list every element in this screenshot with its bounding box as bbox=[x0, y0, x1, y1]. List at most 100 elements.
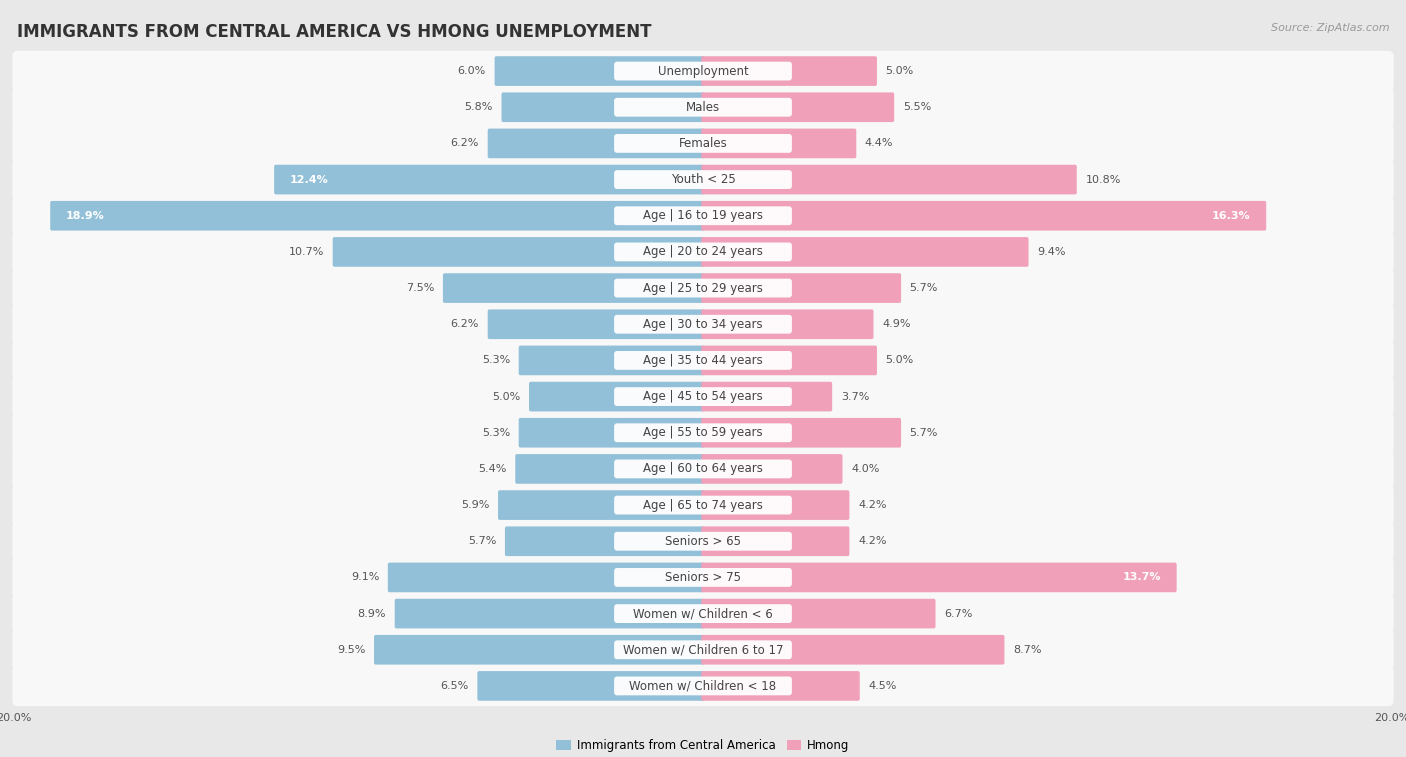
Text: 5.0%: 5.0% bbox=[886, 356, 914, 366]
FancyBboxPatch shape bbox=[13, 413, 1393, 453]
Text: Seniors > 75: Seniors > 75 bbox=[665, 571, 741, 584]
FancyBboxPatch shape bbox=[13, 195, 1393, 236]
FancyBboxPatch shape bbox=[702, 346, 877, 375]
Text: 20.0%: 20.0% bbox=[0, 714, 32, 724]
Text: 5.3%: 5.3% bbox=[482, 356, 510, 366]
Text: 20.0%: 20.0% bbox=[1374, 714, 1406, 724]
FancyBboxPatch shape bbox=[614, 98, 792, 117]
FancyBboxPatch shape bbox=[702, 526, 849, 556]
FancyBboxPatch shape bbox=[614, 496, 792, 515]
Text: 5.0%: 5.0% bbox=[492, 391, 520, 401]
FancyBboxPatch shape bbox=[498, 491, 704, 520]
FancyBboxPatch shape bbox=[13, 340, 1393, 381]
FancyBboxPatch shape bbox=[702, 382, 832, 411]
FancyBboxPatch shape bbox=[614, 242, 792, 261]
FancyBboxPatch shape bbox=[614, 351, 792, 370]
FancyBboxPatch shape bbox=[614, 61, 792, 80]
FancyBboxPatch shape bbox=[702, 635, 1004, 665]
FancyBboxPatch shape bbox=[614, 640, 792, 659]
FancyBboxPatch shape bbox=[13, 665, 1393, 706]
Text: Youth < 25: Youth < 25 bbox=[671, 173, 735, 186]
FancyBboxPatch shape bbox=[502, 92, 704, 122]
FancyBboxPatch shape bbox=[374, 635, 704, 665]
FancyBboxPatch shape bbox=[702, 491, 849, 520]
Text: Women w/ Children 6 to 17: Women w/ Children 6 to 17 bbox=[623, 643, 783, 656]
FancyBboxPatch shape bbox=[614, 568, 792, 587]
Text: 6.7%: 6.7% bbox=[945, 609, 973, 618]
Text: 5.8%: 5.8% bbox=[464, 102, 494, 112]
FancyBboxPatch shape bbox=[443, 273, 704, 303]
FancyBboxPatch shape bbox=[702, 599, 935, 628]
Legend: Immigrants from Central America, Hmong: Immigrants from Central America, Hmong bbox=[551, 734, 855, 757]
FancyBboxPatch shape bbox=[488, 310, 704, 339]
Text: IMMIGRANTS FROM CENTRAL AMERICA VS HMONG UNEMPLOYMENT: IMMIGRANTS FROM CENTRAL AMERICA VS HMONG… bbox=[17, 23, 651, 41]
FancyBboxPatch shape bbox=[13, 159, 1393, 200]
FancyBboxPatch shape bbox=[702, 92, 894, 122]
FancyBboxPatch shape bbox=[13, 557, 1393, 598]
Text: 7.5%: 7.5% bbox=[406, 283, 434, 293]
Text: 3.7%: 3.7% bbox=[841, 391, 869, 401]
FancyBboxPatch shape bbox=[614, 279, 792, 298]
Text: 9.4%: 9.4% bbox=[1038, 247, 1066, 257]
Text: 5.0%: 5.0% bbox=[886, 66, 914, 76]
FancyBboxPatch shape bbox=[388, 562, 704, 592]
FancyBboxPatch shape bbox=[702, 273, 901, 303]
Text: Source: ZipAtlas.com: Source: ZipAtlas.com bbox=[1271, 23, 1389, 33]
Text: 8.7%: 8.7% bbox=[1012, 645, 1042, 655]
FancyBboxPatch shape bbox=[51, 201, 704, 231]
Text: 5.7%: 5.7% bbox=[468, 536, 496, 547]
FancyBboxPatch shape bbox=[614, 134, 792, 153]
Text: 9.5%: 9.5% bbox=[337, 645, 366, 655]
Text: 10.7%: 10.7% bbox=[288, 247, 323, 257]
FancyBboxPatch shape bbox=[13, 593, 1393, 634]
FancyBboxPatch shape bbox=[13, 484, 1393, 525]
FancyBboxPatch shape bbox=[614, 170, 792, 189]
FancyBboxPatch shape bbox=[702, 129, 856, 158]
Text: Age | 35 to 44 years: Age | 35 to 44 years bbox=[643, 354, 763, 367]
FancyBboxPatch shape bbox=[13, 304, 1393, 344]
FancyBboxPatch shape bbox=[13, 123, 1393, 164]
Text: Males: Males bbox=[686, 101, 720, 114]
FancyBboxPatch shape bbox=[702, 237, 1029, 266]
Text: Age | 20 to 24 years: Age | 20 to 24 years bbox=[643, 245, 763, 258]
Text: 4.0%: 4.0% bbox=[851, 464, 880, 474]
FancyBboxPatch shape bbox=[13, 268, 1393, 308]
FancyBboxPatch shape bbox=[702, 310, 873, 339]
Text: Females: Females bbox=[679, 137, 727, 150]
Text: Age | 55 to 59 years: Age | 55 to 59 years bbox=[643, 426, 763, 439]
Text: 9.1%: 9.1% bbox=[352, 572, 380, 582]
FancyBboxPatch shape bbox=[702, 671, 859, 701]
FancyBboxPatch shape bbox=[333, 237, 704, 266]
FancyBboxPatch shape bbox=[614, 459, 792, 478]
Text: Women w/ Children < 6: Women w/ Children < 6 bbox=[633, 607, 773, 620]
FancyBboxPatch shape bbox=[702, 418, 901, 447]
FancyBboxPatch shape bbox=[13, 630, 1393, 670]
FancyBboxPatch shape bbox=[614, 315, 792, 334]
FancyBboxPatch shape bbox=[702, 201, 1267, 231]
FancyBboxPatch shape bbox=[702, 56, 877, 86]
Text: 6.2%: 6.2% bbox=[451, 319, 479, 329]
Text: 4.5%: 4.5% bbox=[869, 681, 897, 691]
FancyBboxPatch shape bbox=[614, 677, 792, 696]
FancyBboxPatch shape bbox=[614, 207, 792, 225]
FancyBboxPatch shape bbox=[702, 562, 1177, 592]
FancyBboxPatch shape bbox=[13, 232, 1393, 273]
Text: Women w/ Children < 18: Women w/ Children < 18 bbox=[630, 680, 776, 693]
FancyBboxPatch shape bbox=[488, 129, 704, 158]
Text: 5.4%: 5.4% bbox=[478, 464, 506, 474]
Text: Unemployment: Unemployment bbox=[658, 64, 748, 77]
Text: 5.3%: 5.3% bbox=[482, 428, 510, 438]
Text: Seniors > 65: Seniors > 65 bbox=[665, 534, 741, 548]
Text: 10.8%: 10.8% bbox=[1085, 175, 1121, 185]
Text: 16.3%: 16.3% bbox=[1212, 210, 1251, 221]
Text: Age | 65 to 74 years: Age | 65 to 74 years bbox=[643, 499, 763, 512]
Text: 5.7%: 5.7% bbox=[910, 428, 938, 438]
FancyBboxPatch shape bbox=[614, 423, 792, 442]
Text: 5.7%: 5.7% bbox=[910, 283, 938, 293]
Text: 4.9%: 4.9% bbox=[882, 319, 911, 329]
FancyBboxPatch shape bbox=[13, 87, 1393, 127]
Text: 12.4%: 12.4% bbox=[290, 175, 329, 185]
FancyBboxPatch shape bbox=[614, 532, 792, 550]
Text: Age | 60 to 64 years: Age | 60 to 64 years bbox=[643, 463, 763, 475]
Text: Age | 45 to 54 years: Age | 45 to 54 years bbox=[643, 390, 763, 403]
